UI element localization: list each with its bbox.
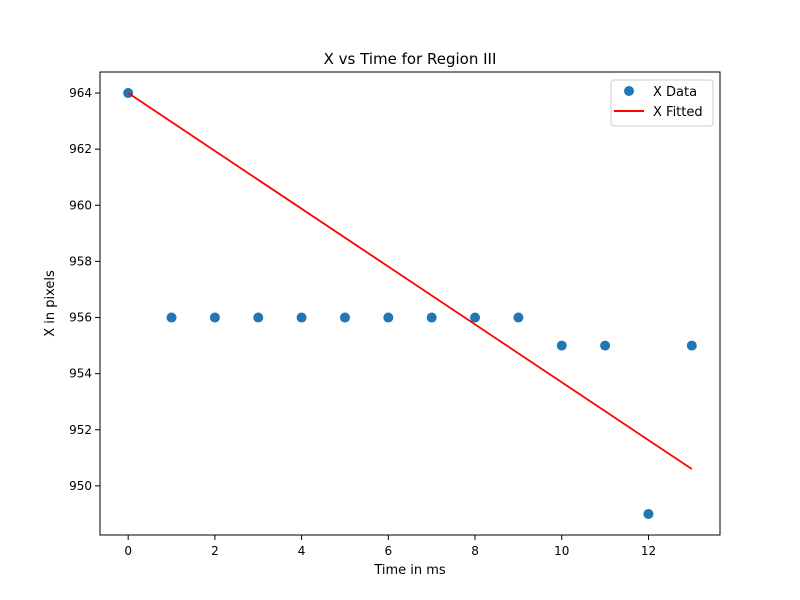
y-tick-label: 950 xyxy=(69,479,92,493)
y-tick-label: 958 xyxy=(69,254,92,268)
plot-content xyxy=(123,88,697,519)
x-tick-label: 4 xyxy=(298,544,306,558)
data-point xyxy=(383,312,394,323)
data-point xyxy=(253,312,264,323)
x-tick-label: 10 xyxy=(554,544,569,558)
plot-frame xyxy=(99,71,721,536)
fitted-line xyxy=(127,92,693,470)
data-point xyxy=(600,340,611,351)
y-tick-label: 954 xyxy=(69,367,92,381)
data-point xyxy=(513,312,524,323)
y-tick-label: 960 xyxy=(69,198,92,212)
data-point xyxy=(556,340,567,351)
data-point xyxy=(426,312,437,323)
data-point xyxy=(470,312,481,323)
x-axis-ticks: 0 2 4 6 8 10 12 xyxy=(124,535,656,558)
x-tick-label: 8 xyxy=(471,544,479,558)
data-point xyxy=(686,340,697,351)
x-tick-label: 2 xyxy=(211,544,219,558)
x-tick-label: 0 xyxy=(124,544,132,558)
y-tick-label: 962 xyxy=(69,142,92,156)
y-tick-label: 964 xyxy=(69,86,92,100)
y-axis-ticks: 950 952 954 956 958 960 962 964 xyxy=(69,86,100,493)
legend-marker-x-data xyxy=(624,86,634,96)
data-point xyxy=(166,312,177,323)
data-point xyxy=(339,312,350,323)
y-tick-label: 956 xyxy=(69,311,92,325)
legend-label-x-fitted: X Fitted xyxy=(653,105,703,120)
chart-title: X vs Time for Region III xyxy=(324,50,497,68)
x-tick-label: 12 xyxy=(641,544,656,558)
data-point xyxy=(209,312,220,323)
legend-box xyxy=(610,79,714,127)
y-axis-label: X in pixels xyxy=(43,270,58,337)
y-tick-label: 952 xyxy=(69,423,92,437)
legend-label-x-data: X Data xyxy=(653,85,697,100)
x-tick-label: 6 xyxy=(385,544,393,558)
data-point xyxy=(643,508,654,519)
legend: X Data X Fitted xyxy=(610,79,714,127)
x-axis-label: Time in ms xyxy=(373,563,446,578)
data-point xyxy=(296,312,307,323)
